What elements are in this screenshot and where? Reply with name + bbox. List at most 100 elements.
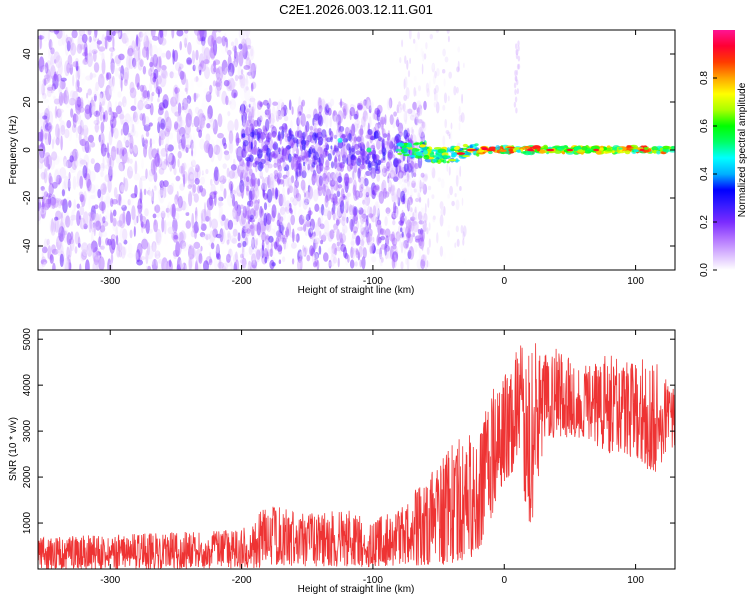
heatmap-cell	[182, 246, 188, 252]
heatmap-cell	[337, 110, 344, 124]
heatmap-cell	[327, 210, 332, 221]
heatmap-cell	[353, 216, 358, 221]
heatmap-cell	[262, 121, 265, 131]
heatmap-cell	[75, 60, 79, 72]
heatmap-cell	[245, 187, 249, 196]
heatmap-cell	[112, 112, 118, 120]
heatmap-cell	[176, 129, 181, 144]
heatmap-cell	[380, 228, 384, 235]
heatmap-cell	[63, 89, 69, 105]
heatmap-cell	[120, 65, 125, 81]
heatmap-cell	[247, 200, 252, 207]
heatmap-cell	[176, 190, 179, 202]
heatmap-cell	[249, 200, 254, 207]
heatmap-cell	[56, 117, 60, 131]
heatmap-cell	[81, 242, 89, 253]
heatmap-cell	[93, 119, 100, 125]
heatmap-cell	[294, 179, 299, 189]
heatmap-cell	[410, 126, 414, 135]
heatmap-cell	[277, 164, 283, 172]
y-tick-label: -40	[22, 238, 33, 253]
heatmap-cell	[276, 178, 281, 184]
heatmap-cell	[365, 170, 371, 176]
heatmap-cell	[190, 139, 194, 150]
heatmap-cell	[244, 30, 251, 42]
heatmap-cell	[97, 188, 102, 199]
heatmap-cell	[246, 103, 249, 112]
heatmap-cell	[243, 78, 248, 93]
heatmap-cell	[412, 148, 416, 153]
heatmap-cell	[241, 257, 247, 269]
heatmap-cell	[124, 71, 129, 84]
heatmap-cell	[91, 213, 98, 224]
heatmap-cell	[376, 220, 381, 231]
heatmap-cell	[161, 64, 167, 71]
heatmap-cell	[356, 196, 361, 211]
heatmap-cell	[305, 220, 311, 228]
heatmap-cell	[386, 211, 390, 217]
heatmap-cell	[353, 230, 357, 236]
heatmap-cell	[133, 143, 139, 154]
heatmap-cell	[359, 124, 364, 138]
heatmap-cell	[407, 108, 413, 115]
heatmap-cell	[285, 231, 288, 240]
heatmap-cell	[427, 197, 430, 208]
heatmap-cell	[356, 235, 361, 246]
heatmap-cell	[102, 111, 106, 123]
heatmap-cell	[101, 231, 108, 238]
heatmap-cell	[204, 233, 211, 240]
heatmap-cell	[146, 245, 154, 260]
heatmap-cell	[55, 259, 59, 270]
heatmap-cell	[349, 259, 355, 269]
heatmap-cell	[350, 156, 354, 166]
heatmap-cell	[240, 169, 247, 181]
heatmap-cell	[177, 158, 180, 168]
heatmap-cell	[314, 143, 321, 152]
heatmap-cell	[361, 213, 367, 219]
heatmap-cell	[194, 210, 197, 215]
heatmap-cell	[457, 60, 460, 72]
heatmap-cell	[269, 180, 274, 193]
heatmap-cell	[238, 75, 243, 80]
heatmap-cell	[81, 33, 88, 43]
heatmap-cell	[65, 215, 71, 228]
heatmap-cell	[53, 51, 60, 63]
heatmap-cell	[66, 236, 70, 251]
heatmap-cell	[249, 199, 253, 205]
heatmap-cell	[459, 186, 462, 191]
heatmap-cell	[56, 220, 62, 234]
heatmap-cell	[313, 122, 317, 134]
heatmap-cell	[401, 212, 406, 218]
heatmap-cell	[201, 36, 206, 46]
heatmap-cell	[286, 223, 290, 230]
heatmap-cell	[212, 80, 216, 87]
heatmap-cell	[423, 53, 427, 60]
heatmap-cell	[405, 200, 408, 209]
heatmap-cell	[342, 181, 345, 194]
heatmap-cell	[107, 238, 113, 246]
heatmap-cell	[235, 132, 240, 147]
heatmap-cell	[399, 165, 401, 173]
heatmap-cell	[221, 262, 228, 270]
heatmap-cell	[360, 218, 365, 231]
heatmap-cell	[65, 86, 69, 96]
heatmap-cell	[207, 35, 215, 47]
heatmap-cell	[79, 159, 87, 165]
heatmap-cell	[247, 63, 255, 72]
heatmap-cell	[368, 101, 372, 110]
heatmap-cell	[250, 48, 254, 57]
heatmap-cell	[41, 83, 45, 96]
heatmap-cell	[92, 50, 97, 63]
heatmap-cell	[280, 102, 285, 114]
y-tick-label: -20	[22, 190, 33, 205]
heatmap-cell	[245, 57, 251, 69]
heatmap-cell	[113, 127, 119, 139]
heatmap-cell	[125, 139, 130, 148]
heatmap-cell	[419, 144, 426, 148]
heatmap-cell	[65, 34, 68, 44]
heatmap-cell	[239, 259, 245, 264]
heatmap-cell	[69, 64, 74, 75]
heatmap-cell	[172, 211, 180, 221]
heatmap-cell	[51, 151, 58, 161]
heatmap-cell	[279, 206, 286, 215]
